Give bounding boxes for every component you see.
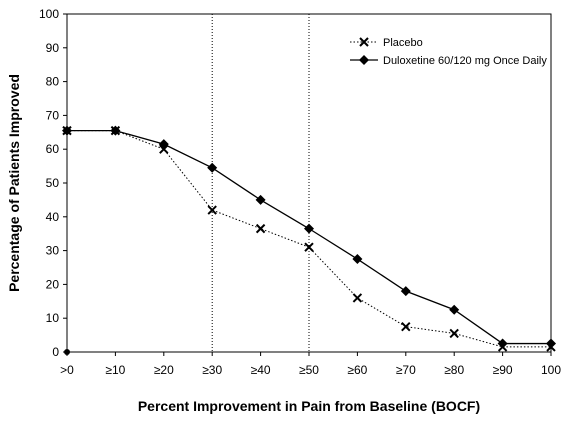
data-point-x-marker — [401, 321, 411, 332]
y-tick-label: 50 — [46, 176, 60, 190]
x-tick-label: ≥70 — [396, 363, 416, 377]
x-axis-title: Percent Improvement in Pain from Baselin… — [138, 398, 480, 414]
y-tick-label: 80 — [46, 75, 60, 89]
data-point-diamond-marker — [497, 338, 508, 349]
x-tick-label: ≥90 — [493, 363, 513, 377]
legend-marker-placebo — [359, 37, 369, 47]
data-point-x-marker — [207, 205, 217, 215]
data-point-diamond-marker — [304, 223, 314, 234]
data-point-diamond-marker — [352, 254, 363, 265]
legend-label-placebo: Placebo — [383, 37, 423, 49]
x-stroke — [207, 205, 217, 215]
x-tick-label: ≥80 — [444, 363, 464, 377]
x-stroke — [255, 223, 266, 234]
y-tick-label: 20 — [46, 277, 60, 291]
annotation-layer — [64, 349, 70, 355]
data-point-x-marker — [255, 223, 266, 234]
y-tick-label: 90 — [46, 41, 60, 55]
x-tick-label: ≥50 — [299, 363, 319, 377]
x-stroke — [352, 293, 363, 303]
y-tick-label: 40 — [46, 210, 60, 224]
data-point-diamond-marker — [255, 194, 266, 205]
y-tick-label: 100 — [39, 7, 59, 21]
legend: Placebo Duloxetine 60/120 mg Once Daily — [350, 37, 547, 67]
data-point-diamond-marker — [400, 286, 411, 297]
series-layer — [62, 125, 556, 352]
series-duloxetine — [62, 125, 556, 349]
reference-lines — [211, 14, 310, 352]
data-point-diamond-marker — [62, 125, 72, 136]
x-tick-label: ≥60 — [347, 363, 367, 377]
y-tick-label: 70 — [46, 108, 60, 122]
x-tick-label: ≥30 — [202, 363, 222, 377]
y-axis-ticks: 0 10 20 30 40 50 60 70 80 90 100 — [39, 7, 67, 359]
y-tick-label: 10 — [46, 311, 60, 325]
data-point-diamond-marker — [207, 162, 218, 173]
y-tick-label: 30 — [46, 244, 60, 258]
series-line — [67, 130, 551, 348]
data-point-x-marker — [449, 328, 459, 339]
x-tick-label: >0 — [60, 363, 74, 377]
data-point-diamond-marker — [158, 139, 169, 150]
data-point-x-marker — [352, 293, 363, 303]
x-stroke — [449, 328, 459, 339]
y-tick-label: 60 — [46, 142, 60, 156]
data-point-diamond-marker — [449, 304, 460, 315]
x-tick-label: 100 — [541, 363, 561, 377]
y-axis-title: Percentage of Patients Improved — [6, 74, 22, 292]
legend-label-duloxetine: Duloxetine 60/120 mg Once Daily — [383, 55, 547, 67]
y-tick-label: 0 — [52, 345, 59, 359]
x-tick-label: ≥40 — [251, 363, 271, 377]
data-point-x-marker — [304, 242, 314, 252]
data-point-diamond-marker — [546, 338, 556, 349]
x-stroke — [304, 242, 314, 252]
legend-marker-duloxetine — [359, 55, 369, 65]
x-tick-label: ≥20 — [154, 363, 174, 377]
data-point-x-marker — [159, 144, 169, 154]
data-point-diamond-marker — [110, 125, 121, 136]
x-tick-label: ≥10 — [105, 363, 125, 377]
x-stroke — [159, 144, 169, 154]
x-axis-ticks: >0 ≥10 ≥20 ≥30 ≥40 ≥50 ≥60 ≥70 ≥80 ≥90 100 — [60, 352, 561, 377]
annotation-dot — [64, 349, 70, 355]
x-stroke — [401, 321, 411, 332]
